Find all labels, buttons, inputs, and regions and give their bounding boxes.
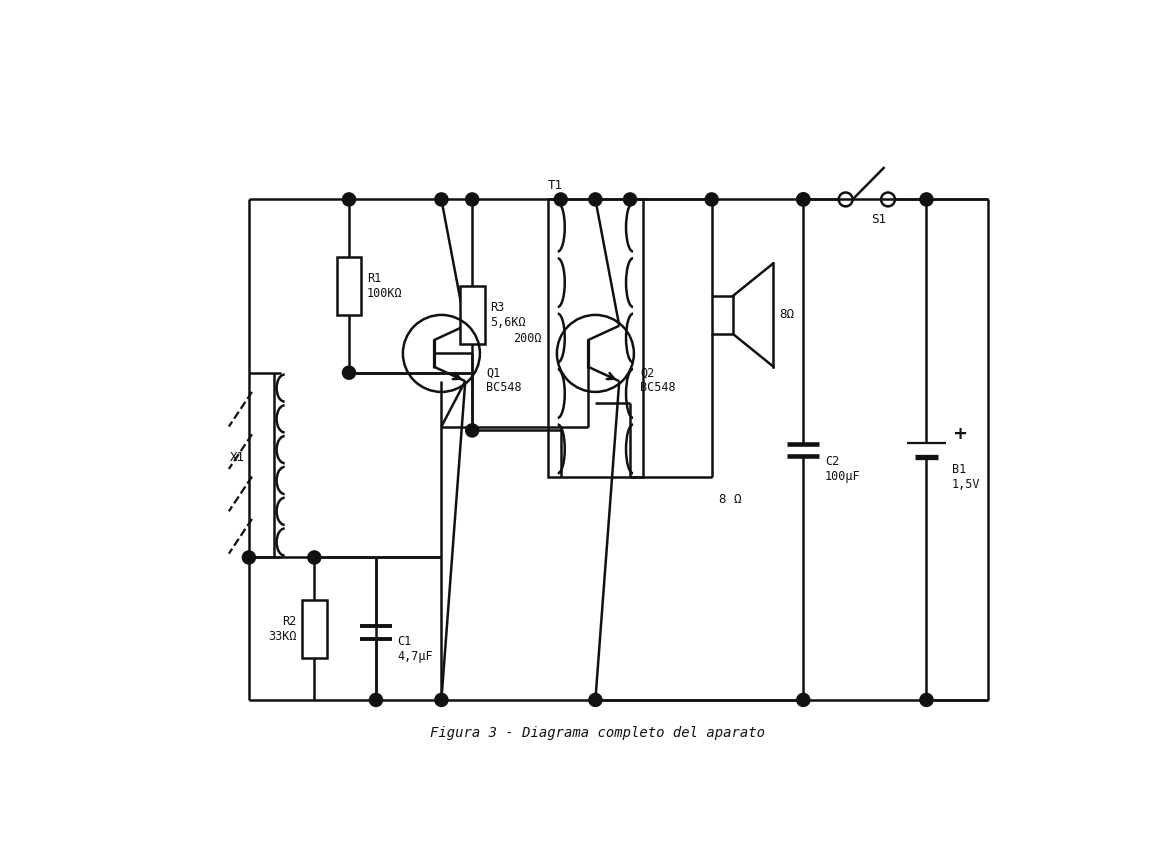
Circle shape: [342, 366, 356, 379]
Bar: [336, 257, 362, 315]
Text: X1: X1: [230, 451, 245, 464]
Text: +: +: [952, 425, 967, 443]
Circle shape: [797, 193, 810, 206]
Circle shape: [342, 193, 356, 206]
Circle shape: [308, 551, 321, 564]
Text: 200Ω: 200Ω: [513, 331, 541, 345]
Circle shape: [435, 193, 448, 206]
Text: Figura 3 - Diagrama completo del aparato: Figura 3 - Diagrama completo del aparato: [431, 726, 766, 740]
Circle shape: [623, 193, 636, 206]
Text: C2
100μF: C2 100μF: [825, 455, 860, 483]
Circle shape: [705, 193, 718, 206]
Circle shape: [797, 193, 810, 206]
Bar: [712, 296, 733, 335]
Circle shape: [554, 193, 567, 206]
Bar: [460, 286, 484, 344]
Circle shape: [920, 694, 934, 706]
Circle shape: [797, 694, 810, 706]
Text: B1
1,5V: B1 1,5V: [952, 462, 980, 490]
Circle shape: [370, 694, 383, 706]
Circle shape: [589, 694, 602, 706]
Text: C1
4,7μF: C1 4,7μF: [398, 635, 433, 663]
Text: T1: T1: [547, 179, 562, 191]
Text: R2
33KΩ: R2 33KΩ: [268, 615, 296, 643]
Circle shape: [589, 193, 602, 206]
Text: Q1
BC548: Q1 BC548: [485, 367, 522, 395]
Text: S1: S1: [871, 213, 886, 226]
Bar: [547, 199, 643, 477]
Circle shape: [435, 694, 448, 706]
Text: 8Ω: 8Ω: [780, 308, 795, 321]
Text: R1
100KΩ: R1 100KΩ: [366, 272, 403, 300]
Circle shape: [920, 193, 934, 206]
Bar: [302, 600, 327, 657]
Text: R3
5,6KΩ: R3 5,6KΩ: [490, 301, 525, 329]
Circle shape: [243, 551, 256, 564]
Circle shape: [466, 424, 478, 437]
Text: Q2
BC548: Q2 BC548: [640, 367, 676, 395]
Text: 8 Ω: 8 Ω: [719, 493, 741, 507]
Circle shape: [466, 193, 478, 206]
